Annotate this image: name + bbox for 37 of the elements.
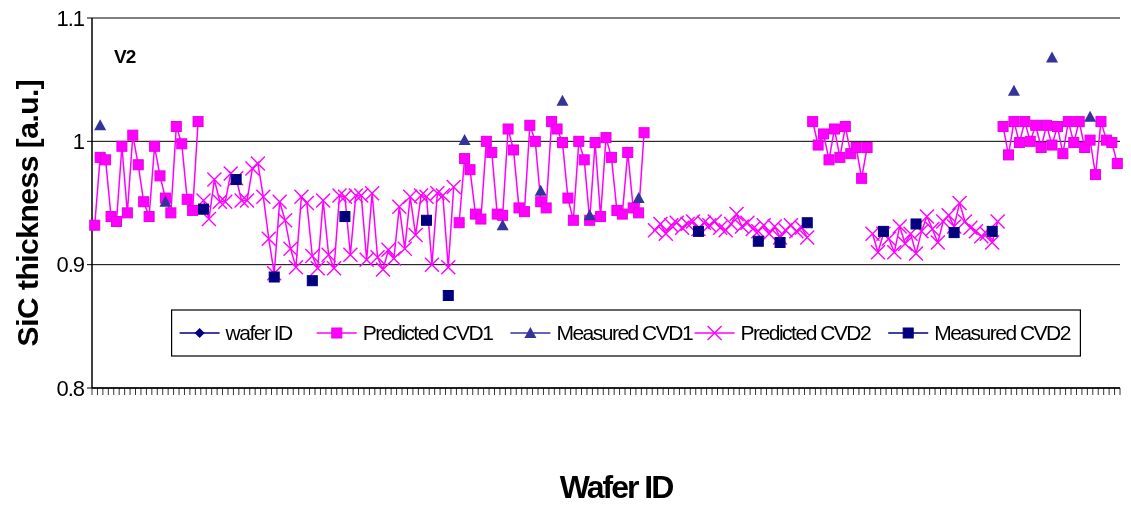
- legend-label: Measured CVD2: [934, 321, 1071, 345]
- point: [339, 211, 351, 223]
- point: [1046, 51, 1059, 63]
- x-axis-title: Wafer ID: [559, 469, 674, 505]
- annotation: V2: [114, 46, 136, 67]
- point: [948, 227, 960, 239]
- point: [268, 271, 280, 283]
- point: [458, 134, 471, 146]
- y-axis-title: SiC thickness [a.u.]: [11, 79, 44, 347]
- point: [534, 184, 547, 196]
- y-tick-label: 0.9: [56, 252, 85, 278]
- point: [910, 218, 922, 230]
- legend-label: Measured CVD1: [556, 321, 693, 345]
- point: [1007, 84, 1020, 96]
- legend-label: Predicted CVD2: [740, 321, 871, 345]
- point: [198, 203, 209, 215]
- point: [801, 217, 813, 229]
- point: [230, 174, 242, 186]
- point: [632, 192, 645, 204]
- point: [877, 225, 889, 237]
- point: [556, 94, 569, 106]
- y-tick-label: 0.8: [56, 375, 85, 401]
- point: [692, 225, 704, 237]
- point: [421, 214, 433, 226]
- point: [442, 290, 454, 301]
- point: [774, 236, 786, 248]
- point: [752, 235, 764, 247]
- point: [94, 119, 107, 131]
- point: [1084, 110, 1097, 122]
- point: [986, 225, 998, 237]
- point: [583, 209, 596, 221]
- y-tick-label: 1.1: [56, 5, 85, 31]
- point: [496, 219, 509, 231]
- point: [306, 275, 318, 287]
- legend-label: Predicted CVD1: [362, 321, 494, 345]
- legend-label: wafer ID: [224, 321, 294, 345]
- y-tick-label: 1: [72, 129, 85, 155]
